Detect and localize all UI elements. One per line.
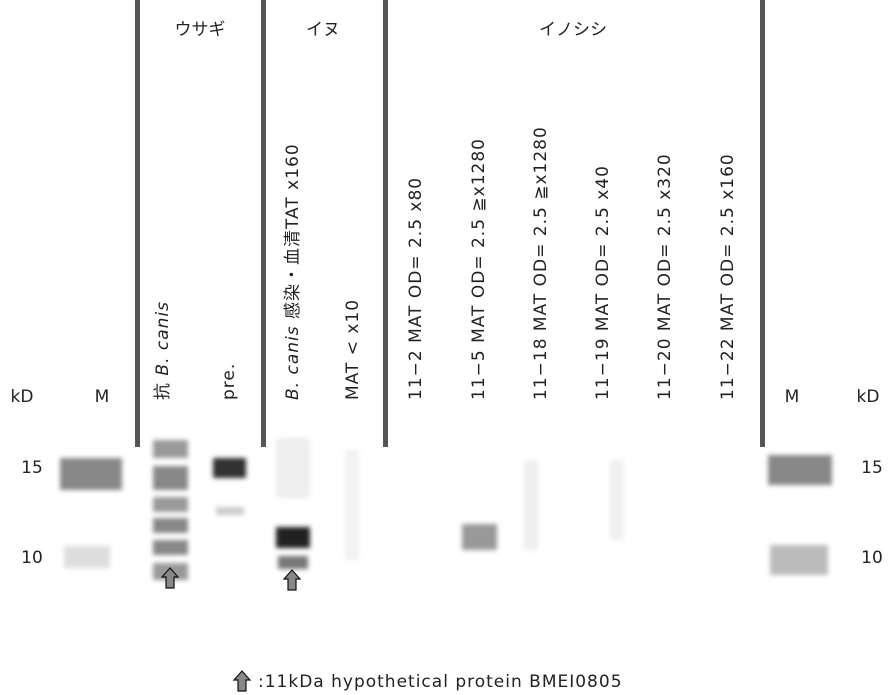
- lane-label-part: B. canis: [153, 301, 173, 376]
- legend-arrow: [234, 671, 250, 691]
- lane-label: pre.: [219, 363, 239, 400]
- lane-label-part: B. canis: [283, 325, 303, 400]
- lane-label: 11−20 MAT OD= 2.5 x320: [655, 153, 675, 400]
- separator: [760, 0, 765, 447]
- marker-label: 15: [861, 458, 883, 478]
- lane-label: B. canis 感染・血清TAT x160: [283, 143, 303, 400]
- lane-label-part: 11−18 MAT OD= 2.5 ≧x1280: [531, 126, 551, 400]
- group-label: ウサギ: [175, 20, 226, 40]
- lane-label: 11−18 MAT OD= 2.5 ≧x1280: [531, 126, 551, 400]
- lane-label: 11−22 MAT OD= 2.5 x160: [718, 153, 738, 400]
- lane-label: 11−2 MAT OD= 2.5 x80: [406, 177, 426, 400]
- marker-label: 10: [861, 548, 883, 568]
- blot-figure: ウサギ イヌ イノシシ kD kD M M 15 10 15 10 :11kDa…: [0, 0, 888, 695]
- lane-label-part: 抗: [153, 376, 173, 400]
- axis-unit: kD: [11, 387, 34, 407]
- bands: [60, 438, 832, 580]
- ladder-label: M: [95, 387, 110, 407]
- legend-text: :11kDa hypothetical protein BMEI0805: [258, 672, 623, 692]
- lane-label-part: 感染・血清TAT x160: [283, 143, 303, 325]
- lane-label-part: 11−2 MAT OD= 2.5 x80: [406, 177, 426, 400]
- lane-label-part: 11−20 MAT OD= 2.5 x320: [655, 153, 675, 400]
- lane-label-part: 11−5 MAT OD= 2.5 ≧x1280: [469, 138, 489, 400]
- ladder-label: M: [785, 387, 800, 407]
- lane-label: 11−19 MAT OD= 2.5 x40: [593, 165, 613, 400]
- axis-unit: kD: [857, 387, 880, 407]
- lane-label-part: MAT < x10: [343, 299, 363, 400]
- lane-label-part: pre.: [219, 363, 239, 400]
- lane-label: 11−5 MAT OD= 2.5 ≧x1280: [469, 138, 489, 400]
- lane-label: 抗 B. canis: [153, 301, 173, 400]
- separator: [383, 0, 388, 447]
- separator: [261, 0, 266, 447]
- lane-label-part: 11−19 MAT OD= 2.5 x40: [593, 165, 613, 400]
- marker-label: 15: [21, 458, 43, 478]
- group-label: イノシシ: [539, 20, 607, 40]
- lane-label-part: 11−22 MAT OD= 2.5 x160: [718, 153, 738, 400]
- arrow: [284, 570, 300, 590]
- group-label: イヌ: [306, 20, 340, 40]
- lane-label: MAT < x10: [343, 299, 363, 400]
- separator: [135, 0, 140, 447]
- marker-label: 10: [21, 548, 43, 568]
